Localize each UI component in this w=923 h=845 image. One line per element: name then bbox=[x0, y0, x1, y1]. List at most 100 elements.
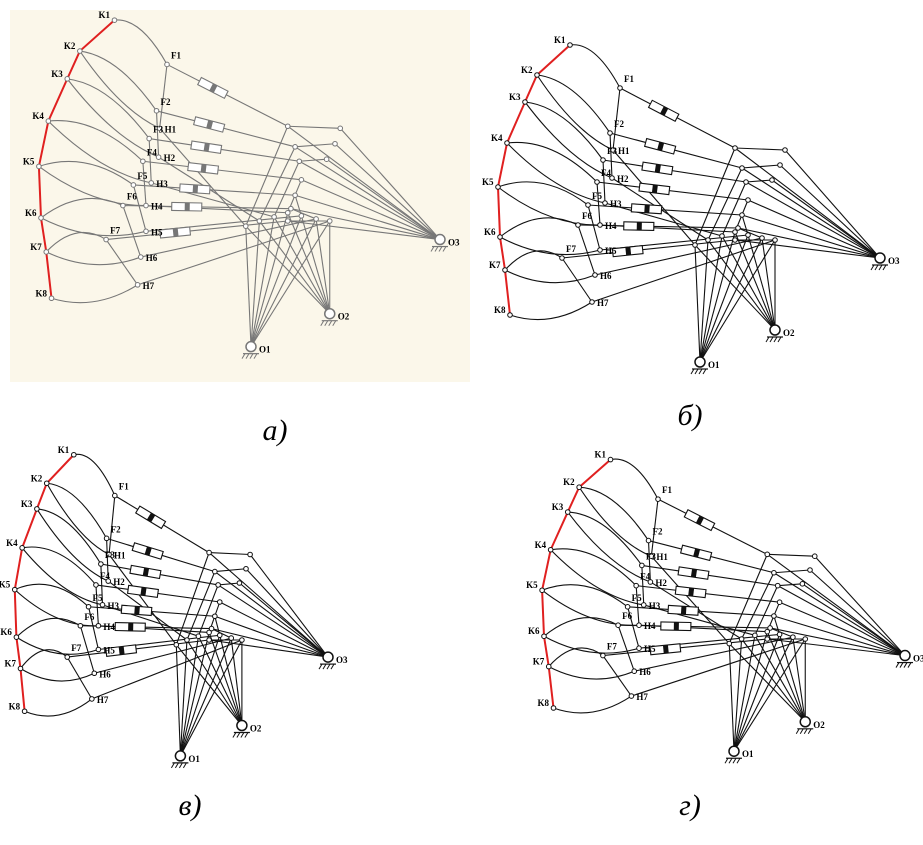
point-label: H7 bbox=[97, 695, 109, 705]
point-label: K1 bbox=[58, 445, 70, 455]
link bbox=[610, 133, 742, 168]
point-label: F2 bbox=[653, 527, 663, 537]
link bbox=[74, 454, 115, 495]
joint bbox=[746, 233, 751, 238]
point-label: H3 bbox=[610, 199, 622, 209]
pivot bbox=[900, 651, 910, 661]
link bbox=[551, 550, 644, 605]
point-label: K3 bbox=[552, 502, 564, 512]
joint bbox=[216, 583, 221, 588]
point-label: K1 bbox=[554, 35, 566, 45]
point-label: F2 bbox=[614, 119, 624, 129]
link bbox=[209, 553, 250, 555]
point-label: F7 bbox=[566, 244, 576, 254]
joint bbox=[18, 666, 23, 671]
joint bbox=[37, 164, 42, 169]
joint bbox=[257, 219, 262, 224]
joint bbox=[791, 635, 796, 640]
joint bbox=[598, 248, 603, 253]
link bbox=[597, 182, 600, 225]
link bbox=[246, 569, 328, 657]
pivot bbox=[237, 721, 247, 731]
joint bbox=[746, 198, 751, 203]
joint bbox=[775, 583, 780, 588]
joint bbox=[207, 638, 212, 643]
joint bbox=[744, 180, 749, 185]
pivot bbox=[175, 751, 185, 761]
panel-caption: г) bbox=[679, 789, 701, 822]
joint bbox=[503, 268, 508, 273]
joint bbox=[217, 633, 222, 638]
ground-hatch bbox=[699, 369, 702, 374]
joint bbox=[548, 547, 553, 552]
ground-hatch bbox=[695, 369, 698, 374]
joint bbox=[289, 206, 294, 211]
ground-hatch bbox=[778, 337, 781, 342]
joint bbox=[165, 62, 170, 67]
point-label: O1 bbox=[742, 749, 754, 759]
joint bbox=[207, 550, 212, 555]
joint bbox=[646, 538, 651, 543]
point-label: H3 bbox=[108, 601, 120, 611]
joint bbox=[542, 634, 547, 639]
point-label: F7 bbox=[110, 226, 120, 236]
link bbox=[767, 554, 815, 556]
slider-block bbox=[185, 203, 190, 211]
point-label: K5 bbox=[526, 580, 538, 590]
point-label: F3 bbox=[607, 146, 617, 156]
joint bbox=[765, 637, 770, 642]
joint bbox=[217, 600, 222, 605]
joint bbox=[147, 136, 152, 141]
joint bbox=[656, 497, 661, 502]
link bbox=[568, 512, 642, 565]
point-label: K6 bbox=[484, 227, 496, 237]
point-label: O2 bbox=[813, 720, 825, 730]
ground-hatch bbox=[808, 729, 811, 734]
link bbox=[562, 240, 735, 258]
point-label: H6 bbox=[146, 253, 158, 263]
pivot bbox=[325, 309, 335, 319]
point-label: F1 bbox=[662, 485, 672, 495]
link bbox=[568, 512, 651, 582]
joint bbox=[608, 457, 613, 462]
point-label: O3 bbox=[913, 654, 923, 664]
joint bbox=[327, 219, 332, 224]
joint bbox=[96, 623, 101, 628]
point-label: F1 bbox=[171, 50, 181, 60]
panel-caption: а) bbox=[263, 414, 288, 447]
link bbox=[570, 45, 620, 88]
joint bbox=[733, 230, 738, 235]
link bbox=[780, 165, 880, 258]
ground-hatch bbox=[737, 758, 740, 763]
point-label: F7 bbox=[71, 643, 81, 653]
point-label: O1 bbox=[708, 360, 720, 370]
link bbox=[636, 586, 639, 626]
point-label: H2 bbox=[164, 153, 176, 163]
ground-hatch bbox=[766, 337, 769, 342]
joint bbox=[608, 131, 613, 136]
point-label: K5 bbox=[0, 580, 11, 590]
ground-hatch bbox=[171, 763, 174, 768]
ground-hatch bbox=[774, 337, 777, 342]
ground-hatch bbox=[770, 337, 773, 342]
point-label: K5 bbox=[23, 156, 35, 166]
link bbox=[209, 553, 328, 658]
joint bbox=[90, 697, 95, 702]
joint bbox=[577, 485, 582, 490]
point-label: O1 bbox=[188, 754, 200, 764]
link bbox=[554, 696, 632, 713]
ground-hatch bbox=[871, 265, 874, 270]
ground-hatch bbox=[800, 729, 803, 734]
joint bbox=[297, 159, 302, 164]
joint bbox=[739, 637, 744, 642]
link bbox=[218, 585, 328, 657]
point-label: K6 bbox=[0, 627, 12, 637]
ground-hatch bbox=[327, 664, 330, 669]
joint bbox=[508, 313, 513, 318]
link bbox=[180, 632, 209, 756]
link bbox=[21, 669, 95, 682]
joint bbox=[78, 49, 83, 54]
joint bbox=[92, 671, 97, 676]
point-label: K7 bbox=[5, 659, 17, 669]
joint bbox=[616, 623, 621, 628]
